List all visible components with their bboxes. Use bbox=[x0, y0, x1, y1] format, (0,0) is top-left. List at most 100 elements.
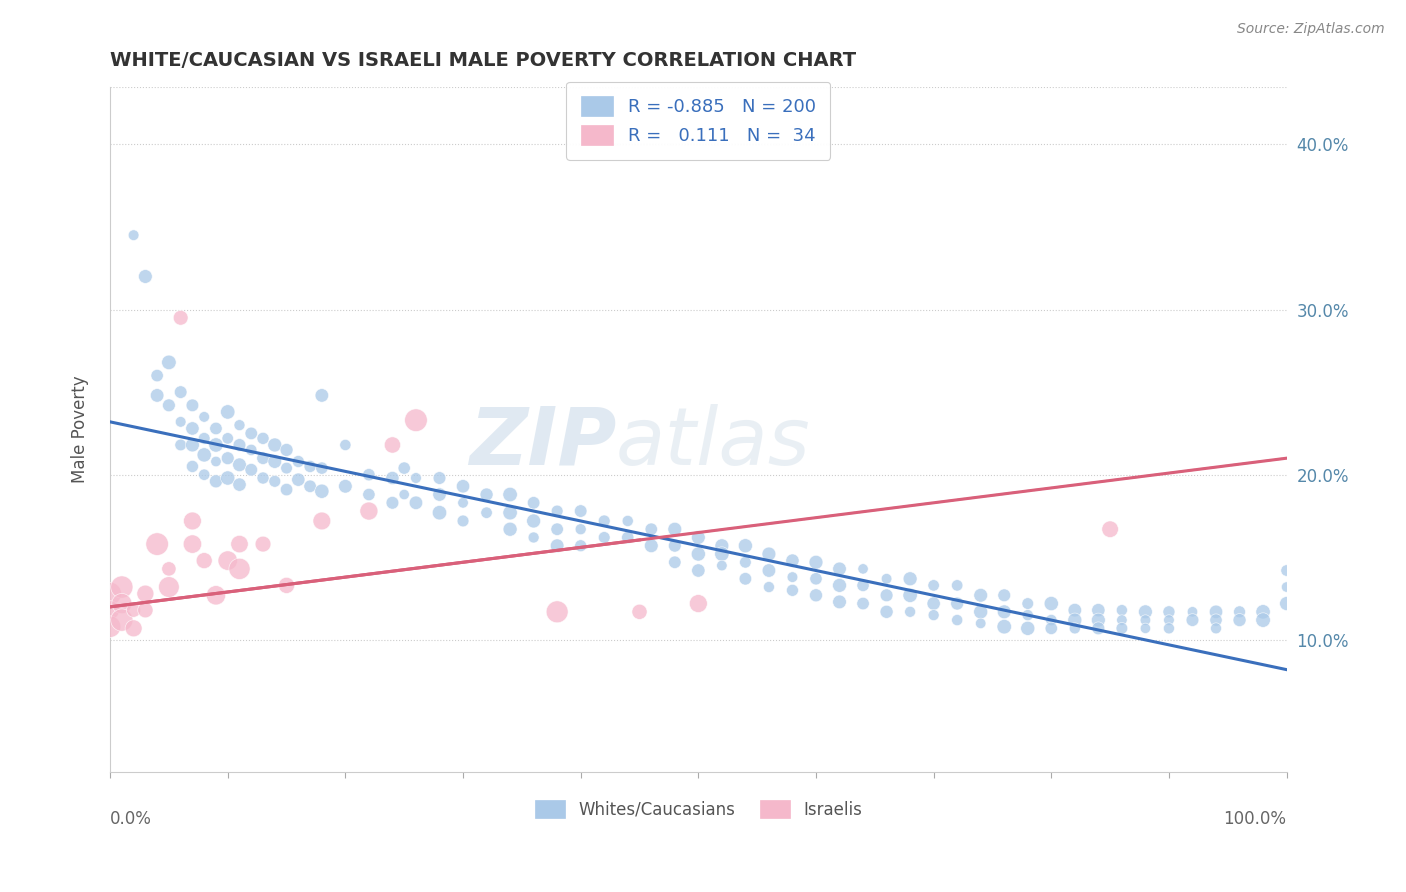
Point bbox=[1205, 621, 1227, 635]
Point bbox=[157, 580, 180, 594]
Point bbox=[252, 537, 274, 551]
Point bbox=[734, 555, 756, 569]
Point bbox=[381, 496, 404, 510]
Point bbox=[217, 405, 239, 419]
Point bbox=[782, 583, 804, 598]
Point bbox=[122, 228, 145, 243]
Point bbox=[1017, 621, 1039, 635]
Point bbox=[240, 426, 263, 441]
Point bbox=[1087, 613, 1109, 627]
Point bbox=[922, 597, 945, 611]
Point bbox=[157, 562, 180, 576]
Point bbox=[276, 461, 298, 475]
Point bbox=[169, 415, 191, 429]
Point bbox=[1275, 564, 1298, 578]
Point bbox=[828, 562, 851, 576]
Point bbox=[392, 487, 415, 501]
Point bbox=[263, 438, 285, 452]
Point bbox=[898, 588, 921, 602]
Point bbox=[335, 479, 357, 493]
Point bbox=[970, 605, 993, 619]
Point bbox=[217, 431, 239, 445]
Point bbox=[1157, 621, 1180, 635]
Point bbox=[710, 547, 733, 561]
Point bbox=[499, 506, 522, 520]
Point bbox=[993, 620, 1015, 634]
Point bbox=[1087, 603, 1109, 617]
Point bbox=[357, 504, 380, 518]
Text: atlas: atlas bbox=[616, 404, 811, 482]
Point bbox=[546, 605, 568, 619]
Point bbox=[217, 553, 239, 567]
Point bbox=[546, 539, 568, 553]
Point bbox=[193, 553, 215, 567]
Point bbox=[217, 451, 239, 466]
Point bbox=[146, 537, 169, 551]
Text: ZIP: ZIP bbox=[468, 404, 616, 482]
Point bbox=[98, 587, 121, 601]
Point bbox=[876, 588, 898, 602]
Point bbox=[1205, 605, 1227, 619]
Point bbox=[640, 522, 662, 536]
Point bbox=[1111, 621, 1133, 635]
Point bbox=[134, 587, 156, 601]
Point bbox=[758, 547, 780, 561]
Point bbox=[758, 564, 780, 578]
Point bbox=[946, 613, 969, 627]
Point bbox=[569, 504, 592, 518]
Point bbox=[111, 580, 134, 594]
Point bbox=[852, 597, 875, 611]
Point bbox=[311, 484, 333, 499]
Point bbox=[1063, 621, 1085, 635]
Point bbox=[193, 448, 215, 462]
Point bbox=[734, 572, 756, 586]
Point bbox=[1063, 603, 1085, 617]
Point bbox=[181, 398, 204, 412]
Point bbox=[181, 514, 204, 528]
Point bbox=[392, 461, 415, 475]
Point bbox=[1135, 613, 1157, 627]
Point bbox=[111, 597, 134, 611]
Point bbox=[1111, 613, 1133, 627]
Point bbox=[499, 522, 522, 536]
Point bbox=[664, 522, 686, 536]
Point bbox=[252, 431, 274, 445]
Text: 100.0%: 100.0% bbox=[1223, 810, 1286, 828]
Text: 0.0%: 0.0% bbox=[110, 810, 152, 828]
Point bbox=[828, 595, 851, 609]
Point bbox=[970, 588, 993, 602]
Point bbox=[181, 537, 204, 551]
Point bbox=[523, 514, 546, 528]
Point bbox=[205, 438, 228, 452]
Point bbox=[193, 467, 215, 482]
Point bbox=[1181, 605, 1204, 619]
Point bbox=[688, 564, 710, 578]
Point bbox=[593, 514, 616, 528]
Point bbox=[1087, 621, 1109, 635]
Point bbox=[299, 479, 322, 493]
Point bbox=[1181, 613, 1204, 627]
Point bbox=[181, 438, 204, 452]
Point bbox=[664, 539, 686, 553]
Point bbox=[1229, 613, 1251, 627]
Point bbox=[804, 588, 827, 602]
Point bbox=[205, 588, 228, 602]
Point bbox=[1205, 613, 1227, 627]
Point bbox=[688, 531, 710, 545]
Point bbox=[616, 514, 638, 528]
Point bbox=[1017, 608, 1039, 623]
Point bbox=[782, 570, 804, 584]
Point bbox=[276, 578, 298, 592]
Point bbox=[429, 487, 451, 501]
Point bbox=[228, 418, 250, 433]
Point bbox=[169, 310, 191, 325]
Point bbox=[205, 475, 228, 489]
Point bbox=[357, 467, 380, 482]
Point bbox=[263, 454, 285, 468]
Point bbox=[228, 438, 250, 452]
Point bbox=[1275, 597, 1298, 611]
Point bbox=[252, 471, 274, 485]
Point bbox=[240, 442, 263, 457]
Point bbox=[451, 479, 474, 493]
Point bbox=[876, 605, 898, 619]
